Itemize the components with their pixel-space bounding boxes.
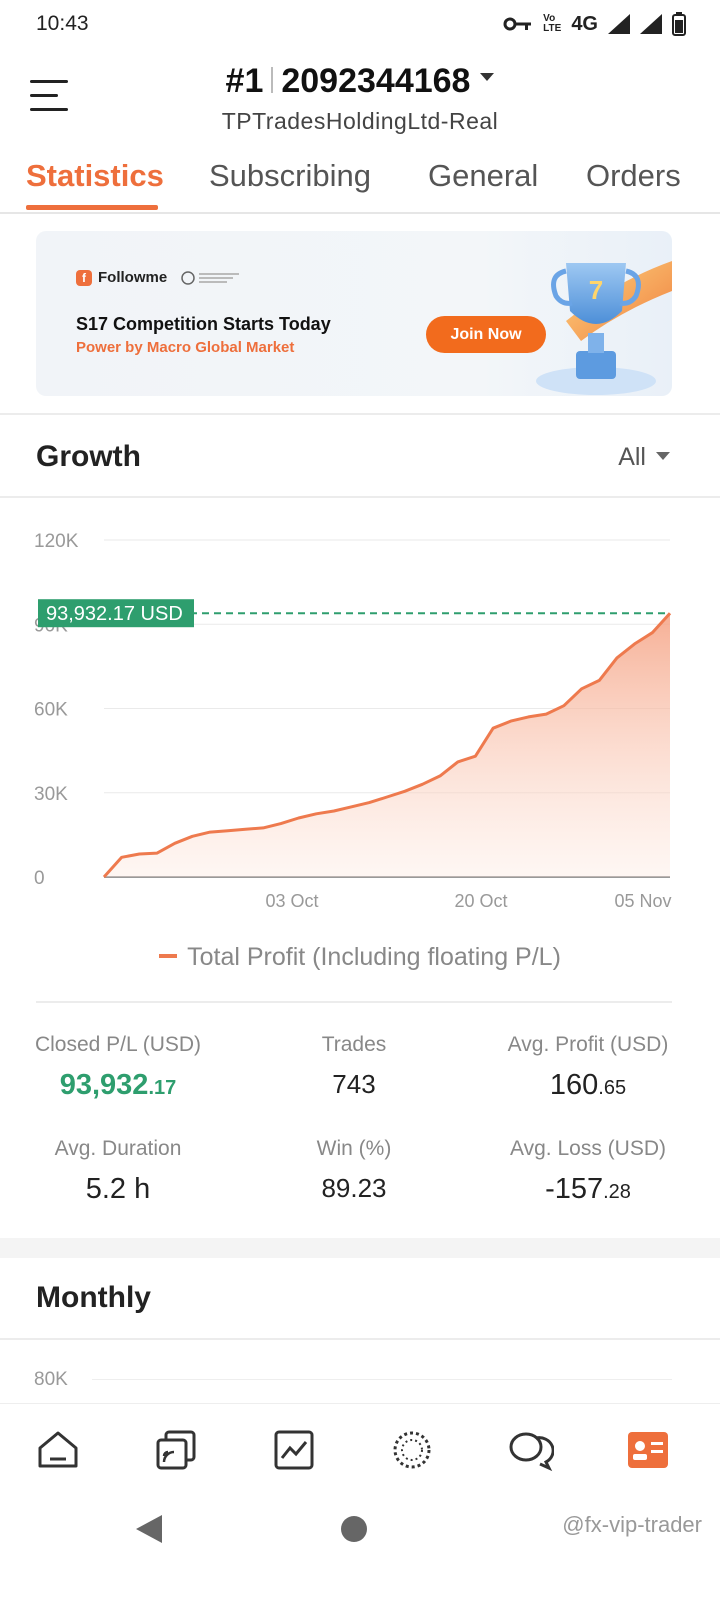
brand-name: Followme	[98, 269, 168, 286]
signal-icon-2	[640, 14, 662, 34]
section-divider	[0, 1338, 720, 1340]
stat-value: 93,932.17	[59, 1069, 177, 1101]
chart-x-tick: 03 Oct	[265, 891, 318, 911]
stat-label: Avg. Duration	[54, 1137, 182, 1160]
stat-value: 89.23	[321, 1173, 387, 1203]
server-name: TPTradesHoldingLtd-Real	[221, 108, 499, 134]
trophy-icon: 7	[536, 261, 672, 395]
home-icon[interactable]	[34, 1426, 82, 1474]
active-tab-indicator	[26, 205, 158, 210]
stat-value: -157.28	[545, 1173, 631, 1205]
signal-icon	[608, 14, 630, 34]
stat-avg-profit: Avg. Profit (USD) 160.65	[490, 1033, 686, 1102]
profile-icon[interactable]	[624, 1426, 672, 1474]
competition-emblem-icon	[181, 270, 240, 285]
chevron-down-icon	[480, 73, 495, 82]
current-value-label: 93,932.17 USD	[46, 603, 183, 625]
tab-general[interactable]: General	[428, 158, 539, 193]
range-selector[interactable]: All	[618, 443, 670, 472]
stat-label: Trades	[321, 1033, 387, 1056]
account-selector[interactable]: #1 2092344168	[0, 62, 720, 101]
legend-label: Total Profit (Including floating P/L)	[187, 943, 561, 971]
join-now-button[interactable]: Join Now	[426, 316, 546, 353]
stat-label: Avg. Loss (USD)	[510, 1137, 666, 1160]
status-icons: Vo LTE 4G	[503, 12, 686, 36]
followme-logo-icon: f	[76, 269, 92, 286]
chart-y-tick: 0	[34, 868, 45, 889]
stat-avg-loss: Avg. Loss (USD) -157.28	[490, 1137, 686, 1206]
chart-x-tick: 05 Nov	[614, 891, 671, 911]
volte-icon: Vo LTE	[543, 13, 562, 34]
tab-statistics[interactable]: Statistics	[26, 158, 164, 193]
stat-avg-duration: Avg. Duration 5.2 h	[20, 1137, 216, 1206]
chevron-down-icon	[656, 452, 670, 461]
stat-trades: Trades 743	[256, 1033, 452, 1100]
stat-label: Win (%)	[316, 1137, 392, 1160]
stat-win: Win (%) 89.23	[256, 1137, 452, 1204]
stat-closed-pl: Closed P/L (USD) 93,932.17	[20, 1033, 216, 1102]
banner-title: S17 Competition Starts Today	[76, 314, 331, 334]
tab-orders[interactable]: Orders	[586, 158, 681, 193]
section-divider	[36, 1001, 672, 1003]
chart-icon[interactable]	[270, 1426, 318, 1474]
chart-x-tick: 20 Oct	[454, 891, 507, 911]
stat-value: 5.2 h	[85, 1173, 151, 1205]
app-header: #1 2092344168 TPTradesHoldingLtd-Real	[0, 52, 720, 148]
stat-value: 743	[332, 1069, 376, 1099]
growth-line	[102, 612, 672, 879]
growth-title: Growth	[36, 440, 141, 473]
tab-subscribing[interactable]: Subscribing	[209, 158, 371, 193]
brand-logo: f Followme	[76, 269, 241, 286]
chart-y-tick: 30K	[34, 784, 68, 805]
status-time: 10:43	[36, 12, 89, 35]
section-gap	[0, 1238, 720, 1258]
section-divider	[0, 496, 720, 498]
back-icon[interactable]	[134, 1513, 164, 1545]
menu-icon[interactable]	[30, 80, 68, 114]
stat-value: 160.65	[549, 1069, 627, 1101]
banner-subtitle: Power by Macro Global Market	[76, 339, 295, 356]
range-label: All	[618, 443, 646, 471]
chart-y-tick: 120K	[34, 531, 79, 552]
legend-swatch	[159, 953, 178, 958]
stat-label: Closed P/L (USD)	[34, 1033, 202, 1056]
monthly-y-tick: 80K	[34, 1369, 68, 1390]
vpn-key-icon	[503, 17, 532, 31]
battery-icon	[672, 12, 686, 36]
status-bar: 10:43 Vo LTE 4G	[0, 0, 720, 52]
monthly-title: Monthly	[36, 1281, 151, 1314]
bottom-nav	[0, 1403, 720, 1493]
tab-bar: Statistics Subscribing General Orders	[0, 148, 720, 214]
watermark: @fx-vip-trader	[562, 1512, 702, 1537]
home-button-icon[interactable]	[340, 1515, 368, 1543]
network-type: 4G	[571, 12, 598, 35]
account-rank: #1	[225, 62, 264, 100]
monthly-gridline	[92, 1379, 672, 1380]
chart-legend: Total Profit (Including floating P/L)	[0, 943, 720, 972]
system-nav-bar	[0, 1493, 720, 1600]
copy-icon[interactable]	[152, 1426, 200, 1474]
stat-label: Avg. Profit (USD)	[507, 1033, 669, 1056]
current-value-badge	[38, 599, 194, 628]
chat-icon[interactable]	[506, 1426, 554, 1474]
discover-icon[interactable]	[388, 1426, 436, 1474]
chart-y-tick: 60K	[34, 700, 68, 721]
account-number: 2092344168	[281, 62, 471, 100]
competition-banner[interactable]: f Followme S17 Competition Starts Today …	[36, 231, 672, 396]
growth-area	[104, 613, 670, 877]
section-divider	[0, 413, 720, 415]
svg-text:7: 7	[589, 275, 603, 305]
